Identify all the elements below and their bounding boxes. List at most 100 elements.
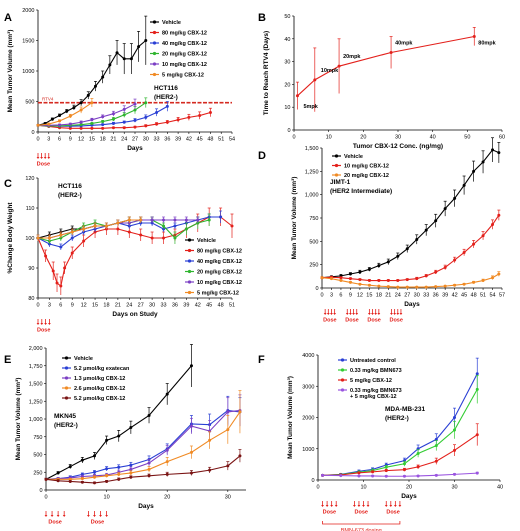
data-point	[70, 230, 74, 234]
dose-arrowhead	[366, 505, 370, 507]
data-point	[434, 270, 438, 274]
x-tick-label: 24	[121, 137, 127, 143]
data-point	[189, 450, 193, 454]
y-tick-label: 1000	[22, 69, 34, 75]
data-point	[443, 284, 447, 288]
data-point	[133, 102, 137, 106]
data-point	[122, 120, 126, 124]
legend-label: 5 mg/kg CBX-12	[350, 378, 392, 384]
x-tick-label: 48	[207, 137, 213, 143]
series-1	[36, 15, 148, 127]
x-tick-label: 24	[126, 303, 132, 309]
panel-c: C0 3 6 9 12 15 18 21 24 27 30 33 36 39 42 45 48 518090100…	[4, 176, 242, 334]
dose-arrowhead	[333, 313, 337, 315]
data-point	[424, 228, 428, 232]
x-tick-label: 12	[81, 303, 87, 309]
legend-entry: 40 mg/kg CBX-12	[185, 259, 242, 265]
data-point	[59, 284, 63, 288]
x-tick-label: 9	[69, 137, 72, 143]
x-tick-label: 48	[218, 303, 224, 309]
legend-label: 5 mg/kg CBX-12	[197, 291, 239, 297]
dose-arrowhead	[393, 505, 397, 507]
x-tick-label: 60	[499, 135, 505, 141]
x-tick-label: 30	[414, 293, 420, 299]
x-tick-label: 48	[471, 293, 477, 299]
dose-arrowhead	[389, 505, 393, 507]
legend-marker	[64, 366, 69, 370]
series-line	[38, 103, 136, 126]
data-point	[453, 196, 457, 200]
panel-a: A0 3 6 9 12 15 18 21 24 27 30 33 36 39 42 45 48 51 5405001…	[4, 8, 235, 168]
data-point	[491, 223, 495, 227]
series-line	[321, 149, 500, 279]
y-tick-label: 0	[311, 478, 314, 484]
data-point	[386, 260, 390, 264]
data-point	[371, 470, 375, 474]
cell-line-label: (HER2-)	[58, 192, 82, 199]
data-point	[59, 233, 63, 237]
dose-arrowhead	[40, 157, 43, 159]
series-4	[44, 390, 242, 481]
y-tick-label: 50	[284, 14, 290, 20]
data-point	[93, 84, 97, 88]
y-tick-label: 1,750	[29, 364, 43, 370]
x-tick-label: 0	[36, 303, 39, 309]
legend-entry: 10 mg/kg CBX-12	[150, 62, 207, 68]
data-point	[405, 278, 409, 282]
data-point	[173, 236, 177, 240]
dose-markers: Dose Dose Dose Dose	[323, 309, 403, 324]
data-point	[162, 218, 166, 222]
x-tick-label: 15	[89, 137, 95, 143]
y-tick-label: 4000	[302, 353, 314, 359]
data-point	[434, 444, 438, 448]
data-point	[173, 224, 177, 228]
y-tick-label: 0	[39, 488, 42, 494]
dose-arrowhead	[36, 157, 40, 159]
data-point	[111, 121, 115, 125]
data-point	[402, 474, 406, 478]
data-point	[415, 237, 419, 241]
x-tick-label: 18	[376, 293, 382, 299]
data-point	[424, 274, 428, 278]
x-tick-label: 36	[433, 293, 439, 299]
series-2	[320, 209, 501, 283]
data-point	[92, 481, 96, 485]
cell-line-label: (HER2-)	[385, 415, 409, 422]
data-point	[47, 236, 51, 240]
point-label: 20mpk	[343, 54, 361, 60]
x-axis-label: Days on Study	[112, 311, 158, 318]
legend-entry: 5.2 μmol/kg exatecan	[62, 366, 130, 372]
data-point	[416, 465, 420, 469]
legend-entry: 20 mg/kg CBX-12	[150, 52, 207, 58]
data-point	[82, 227, 86, 231]
point-label: 10mpk	[321, 68, 339, 74]
data-point	[105, 474, 109, 478]
data-point	[147, 413, 151, 417]
series-line	[322, 373, 478, 476]
cell-line-label: HCT116	[154, 85, 178, 92]
data-point	[165, 460, 169, 464]
data-point	[82, 239, 86, 243]
data-point	[117, 477, 121, 481]
point-label: 80mpk	[478, 41, 496, 47]
dose-label: Dose	[323, 510, 336, 516]
data-point	[165, 104, 169, 108]
x-tick-label: 30	[149, 303, 155, 309]
data-point	[207, 218, 211, 222]
dose-arrowhead	[99, 515, 102, 517]
legend-label: 40 mg/kg CBX-12	[197, 259, 242, 265]
legend-marker	[340, 368, 345, 372]
data-point	[129, 471, 133, 475]
dose-arrowhead	[105, 515, 109, 517]
series-3	[44, 394, 242, 481]
legend-marker	[64, 386, 69, 390]
data-point	[90, 101, 94, 105]
dose-markers: Dose Dose Dose	[321, 501, 402, 516]
x-tick-label: 30	[395, 135, 401, 141]
data-point	[144, 39, 148, 42]
data-point	[36, 123, 40, 127]
legend-entry: Vehicle	[185, 238, 216, 244]
data-point	[226, 464, 230, 468]
series-5	[36, 98, 137, 127]
data-point	[453, 428, 456, 432]
